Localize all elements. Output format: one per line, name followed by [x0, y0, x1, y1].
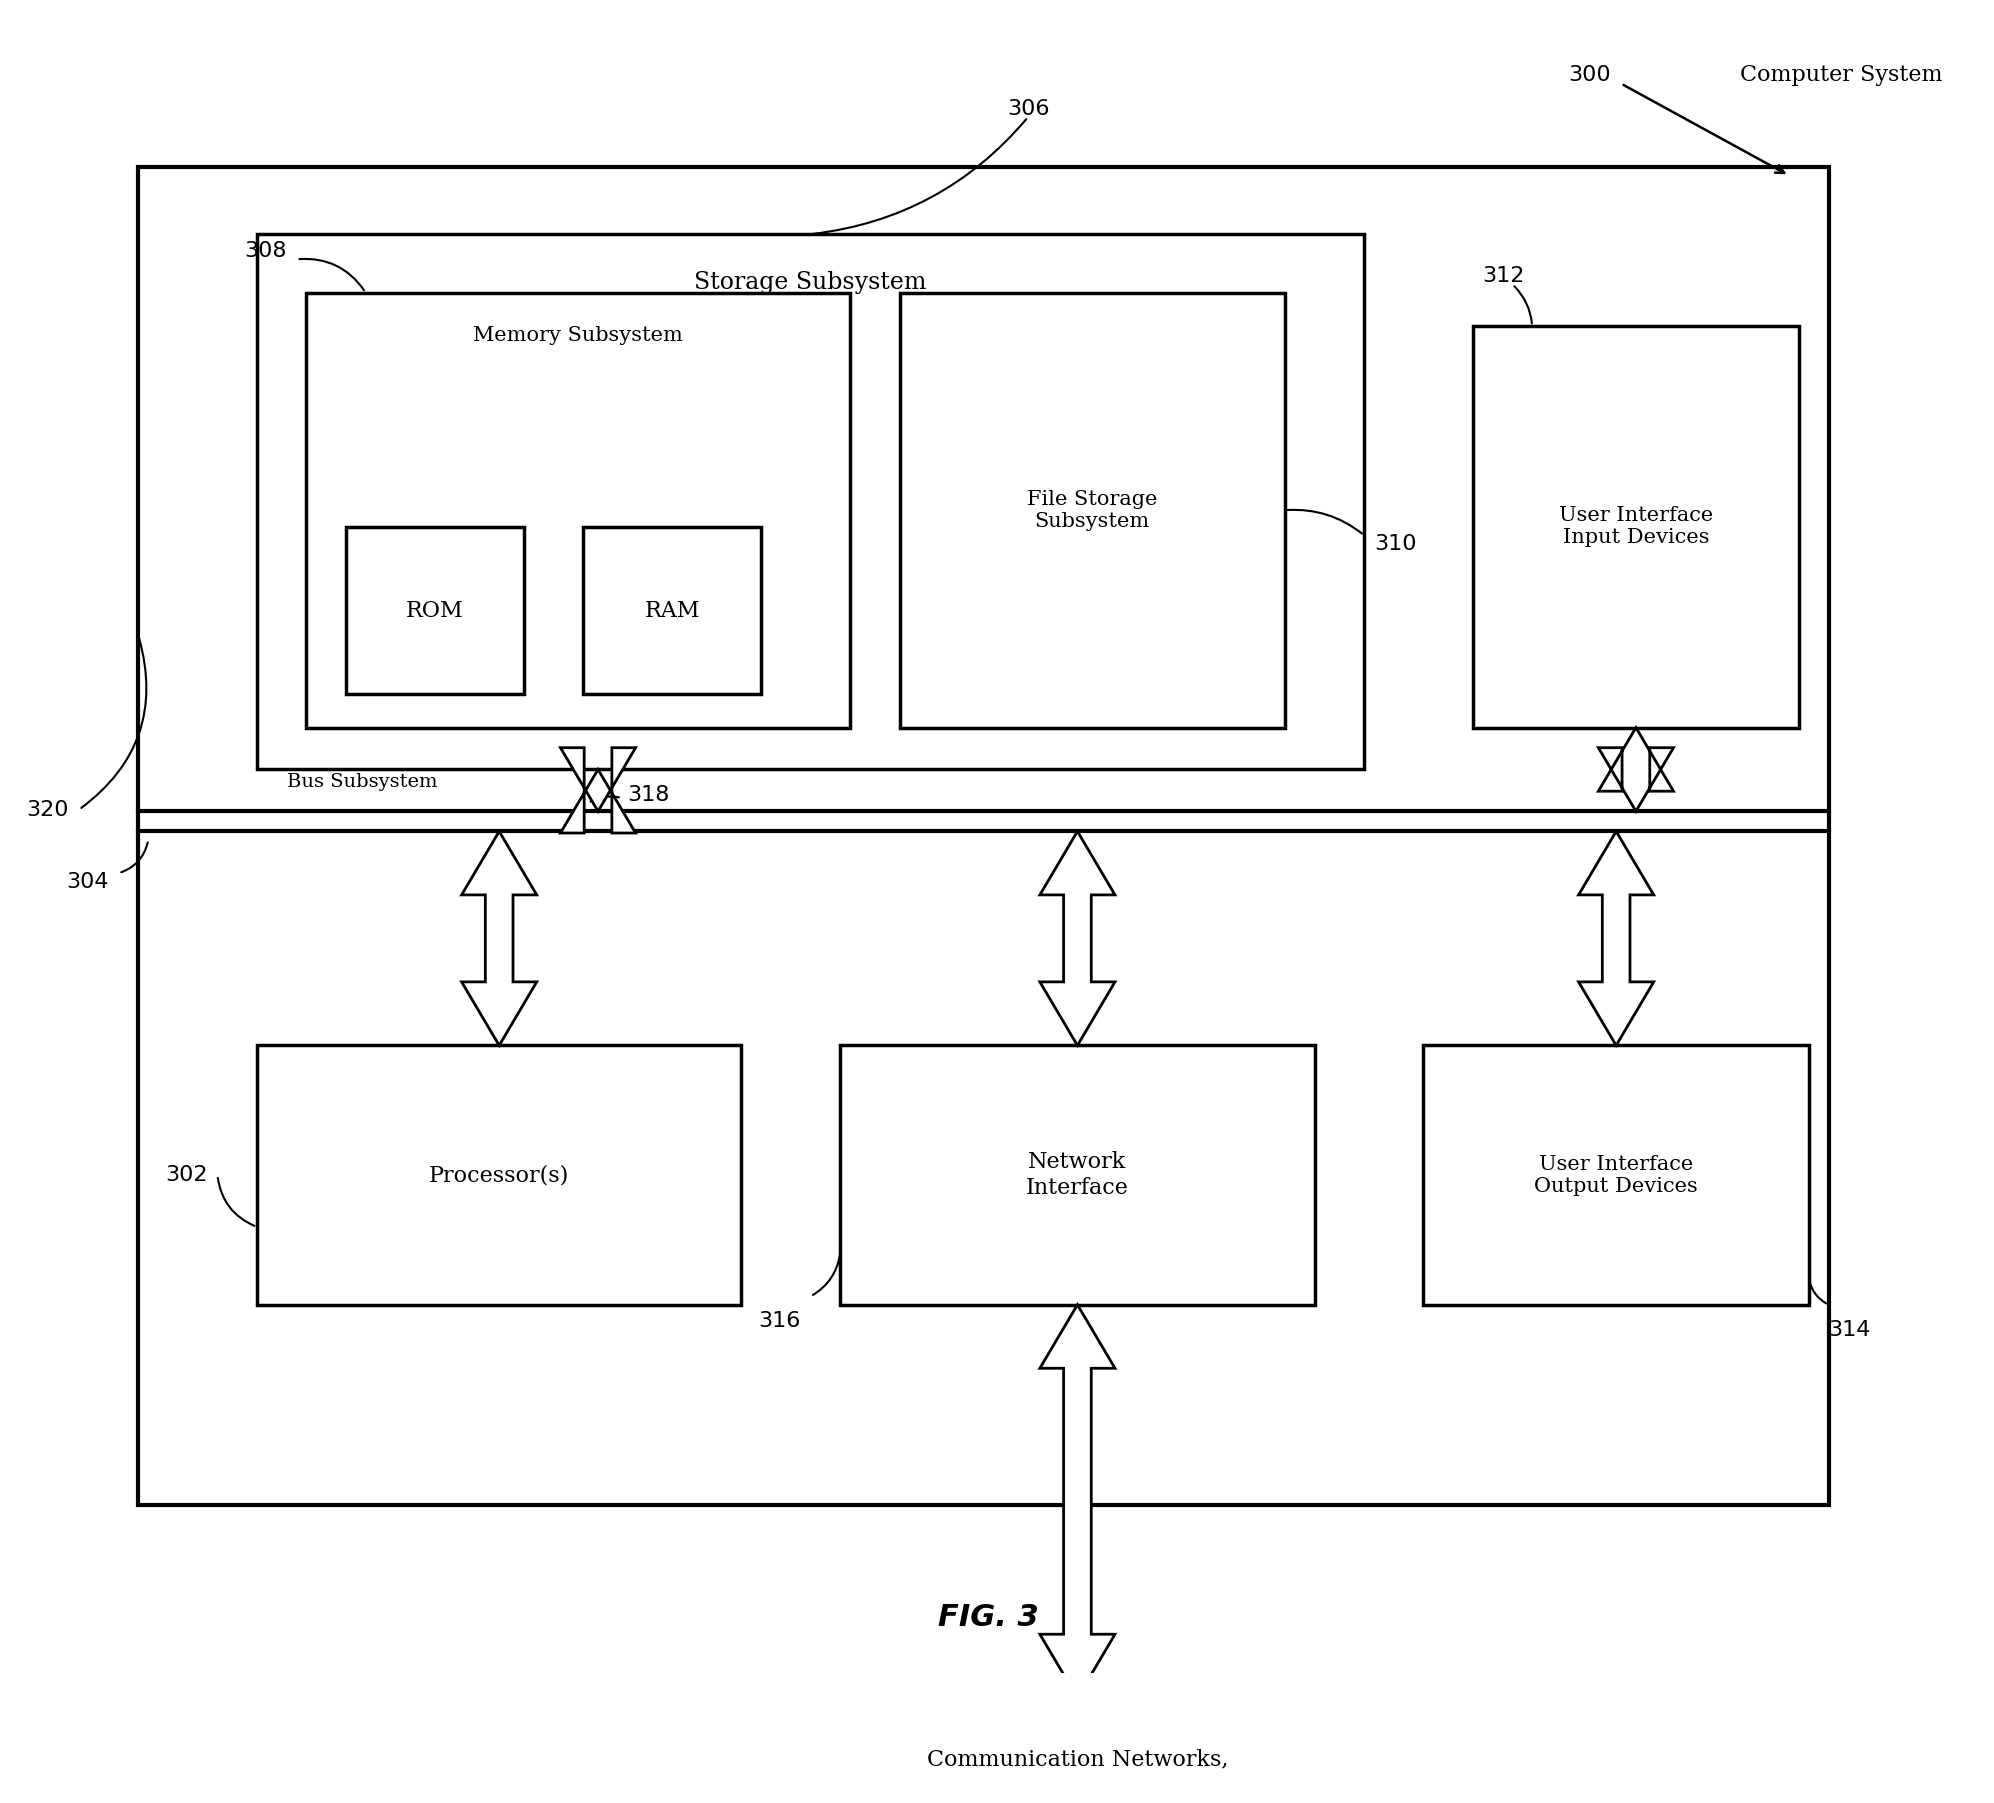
Text: ROM: ROM	[407, 600, 465, 622]
Polygon shape	[1599, 728, 1673, 811]
Text: 320: 320	[26, 799, 70, 820]
Polygon shape	[1041, 831, 1115, 1046]
Text: 312: 312	[1484, 267, 1525, 287]
Text: Bus Subsystem: Bus Subsystem	[287, 773, 437, 792]
Text: User Interface
Output Devices: User Interface Output Devices	[1533, 1154, 1699, 1195]
Text: 302: 302	[166, 1165, 207, 1185]
Text: Computer System: Computer System	[1739, 65, 1942, 87]
Bar	[839, 1046, 1314, 1305]
Text: FIG. 3: FIG. 3	[937, 1603, 1039, 1632]
Bar	[138, 168, 1828, 1506]
Bar	[1474, 326, 1799, 728]
Bar	[582, 526, 762, 694]
Text: 300: 300	[1569, 65, 1611, 85]
Text: Processor(s): Processor(s)	[429, 1165, 570, 1186]
Text: 306: 306	[1007, 99, 1049, 119]
Text: 316: 316	[758, 1311, 802, 1331]
Text: Storage Subsystem: Storage Subsystem	[694, 270, 927, 294]
Text: Memory Subsystem: Memory Subsystem	[473, 326, 684, 344]
Text: Network
Interface: Network Interface	[1027, 1152, 1129, 1199]
Text: RAM: RAM	[644, 600, 700, 622]
Bar	[307, 292, 849, 728]
Bar	[899, 292, 1284, 728]
Polygon shape	[560, 748, 636, 833]
Text: Communication Networks,: Communication Networks,	[927, 1747, 1228, 1771]
Polygon shape	[1041, 1305, 1115, 1698]
Text: 310: 310	[1374, 534, 1416, 554]
Bar	[257, 1046, 742, 1305]
Text: 314: 314	[1828, 1320, 1870, 1340]
Text: 308: 308	[243, 242, 287, 261]
Bar	[347, 526, 524, 694]
Polygon shape	[1579, 831, 1653, 1046]
Bar	[257, 234, 1364, 770]
Bar	[1424, 1046, 1809, 1305]
Text: File Storage
Subsystem: File Storage Subsystem	[1027, 490, 1157, 530]
Text: 304: 304	[66, 871, 110, 891]
Text: 318: 318	[628, 784, 670, 804]
Text: User Interface
Input Devices: User Interface Input Devices	[1559, 507, 1713, 548]
Polygon shape	[463, 831, 536, 1046]
